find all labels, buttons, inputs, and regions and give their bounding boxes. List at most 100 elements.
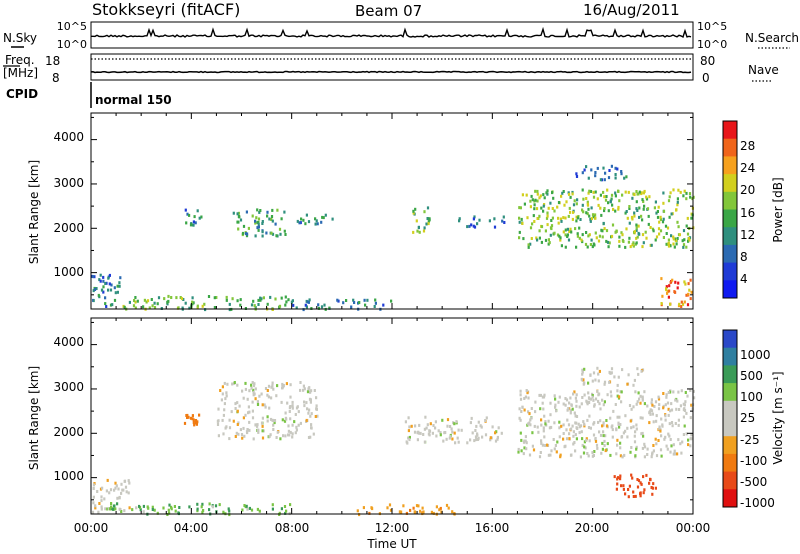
data-cell [358,301,361,304]
data-cell [651,403,654,407]
data-cell [583,440,586,444]
data-cell [246,431,249,435]
data-cell [632,241,635,245]
data-cell [595,443,599,447]
data-cell [603,207,606,210]
data-cell [635,423,638,427]
data-cell [551,207,554,210]
colorbar-swatch [723,453,737,473]
data-cell [115,484,118,488]
data-cell [642,200,645,203]
data-cell [221,418,224,422]
data-cell [586,418,589,422]
data-cell [259,209,262,212]
data-cell [556,233,560,237]
data-cell [597,379,600,383]
data-cell [616,438,619,442]
freq-panel-frame [90,53,694,81]
data-cell [237,211,240,215]
data-cell [578,226,581,230]
data-cell [317,306,320,310]
data-cell [195,422,198,426]
data-cell [691,197,694,201]
data-cell [527,410,530,414]
power-cbar-tick-16: 16 [740,206,755,220]
data-cell [299,381,302,384]
data-cell [305,213,308,217]
data-cell [586,212,589,216]
data-cell [503,221,506,224]
data-cell [300,217,303,221]
data-cell [118,496,121,500]
data-cell [688,192,692,196]
data-cell [519,206,522,210]
data-cell [556,205,559,209]
noise-right-tick-bottom: 10^0 [697,38,727,51]
data-cell [565,398,569,402]
data-cell [594,437,597,440]
data-cell [656,215,660,219]
data-cell [598,402,601,406]
data-cell [484,433,488,437]
data-cell [255,216,258,220]
data-cell [586,452,589,455]
data-cell [430,510,433,514]
data-cell [198,413,201,417]
data-cell [284,416,287,420]
data-cell [581,372,584,376]
data-cell [651,227,655,231]
data-cell [261,403,264,407]
data-cell [604,198,608,202]
data-cell [572,430,575,434]
data-cell [589,219,592,223]
data-cell [567,423,571,427]
data-cell [651,492,654,496]
data-cell [635,228,638,232]
data-cell [192,418,195,422]
data-cell [631,196,634,200]
data-cell [641,218,644,222]
data-cell [635,241,638,245]
data-cell [655,211,658,215]
data-cell [539,407,542,411]
data-cell [669,302,672,306]
data-cell [599,178,602,182]
data-cell [596,389,599,393]
data-cell [620,435,624,439]
data-cell [546,214,549,218]
data-cell [583,445,586,449]
data-cell [239,303,242,307]
data-cell [358,513,361,517]
data-cell [263,403,266,407]
data-cell [596,166,599,170]
data-cell [632,383,635,387]
data-cell [635,200,638,204]
nave-tick-bottom: 0 [702,71,710,85]
data-cell [497,426,500,430]
data-cell [592,371,596,375]
data-cell [562,437,565,441]
data-cell [266,393,269,397]
data-cell [659,215,662,219]
data-cell [257,217,261,221]
freq-label-1: Freq. [5,53,35,67]
data-cell [630,473,633,477]
data-cell [652,449,655,453]
data-cell [610,367,614,371]
data-cell [173,505,176,508]
data-cell [560,424,563,428]
data-cell [250,508,254,512]
data-cell [336,298,339,302]
data-cell [142,504,145,508]
data-cell [655,454,659,458]
data-cell [250,383,253,387]
data-cell [617,423,620,426]
data-cell [213,306,216,309]
data-cell [617,375,620,379]
data-cell [578,405,581,409]
data-cell [678,233,681,237]
data-cell [93,288,97,291]
data-cell [642,434,645,438]
data-cell [314,222,317,226]
data-cell [216,423,220,426]
